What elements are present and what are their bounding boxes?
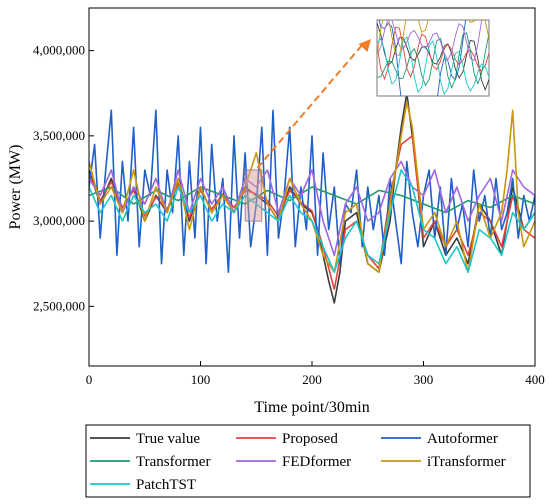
x-axis-title: Time point/30min xyxy=(254,399,369,416)
inset-series-line-5 xyxy=(377,20,489,56)
y-tick-label: 2,500,000 xyxy=(33,298,85,313)
inset-series-line-2 xyxy=(378,20,467,96)
legend-label: True value xyxy=(136,431,200,447)
zoom-inset xyxy=(376,19,490,97)
inset-series-layer xyxy=(377,20,489,96)
zoom-highlight-box xyxy=(244,169,263,222)
legend-label: PatchTST xyxy=(136,477,196,493)
legend-label: Autoformer xyxy=(427,431,498,447)
series-layer xyxy=(89,92,535,304)
x-tick-label: 400 xyxy=(525,372,545,387)
legend-label: iTransformer xyxy=(427,454,506,470)
series-line-6 xyxy=(89,169,535,273)
series-line-3 xyxy=(89,186,535,214)
zoom-arrowhead xyxy=(358,39,371,52)
y-tick-label: 4,000,000 xyxy=(33,43,85,58)
legend-label: FEDformer xyxy=(282,454,351,470)
legend-label: Proposed xyxy=(282,431,338,447)
inset-series-line-6 xyxy=(377,36,489,96)
inset-series-line-4 xyxy=(377,20,483,62)
x-tick-label: 200 xyxy=(302,372,322,387)
series-line-5 xyxy=(89,101,535,273)
x-axis: 0 100 200 300 400 xyxy=(86,361,545,387)
legend: True value Proposed Autoformer Transformer F… xyxy=(85,424,531,498)
x-tick-label: 0 xyxy=(86,372,93,387)
legend-frame xyxy=(85,424,531,498)
series-line-2 xyxy=(89,109,535,273)
series-line-1 xyxy=(89,135,535,291)
y-tick-label: 3,500,000 xyxy=(33,128,85,143)
x-tick-label: 300 xyxy=(414,372,434,387)
y-axis-title: Power (MW) xyxy=(7,145,24,230)
zoom-arrow xyxy=(256,43,364,169)
legend-label: Transformer xyxy=(136,454,210,470)
x-tick-label: 100 xyxy=(191,372,211,387)
y-tick-label: 3,000,000 xyxy=(33,213,85,228)
y-axis: 2,500,000 3,000,000 3,500,000 4,000,000 xyxy=(33,43,94,313)
series-line-4 xyxy=(89,160,535,256)
inset-series-line-3 xyxy=(377,32,489,90)
